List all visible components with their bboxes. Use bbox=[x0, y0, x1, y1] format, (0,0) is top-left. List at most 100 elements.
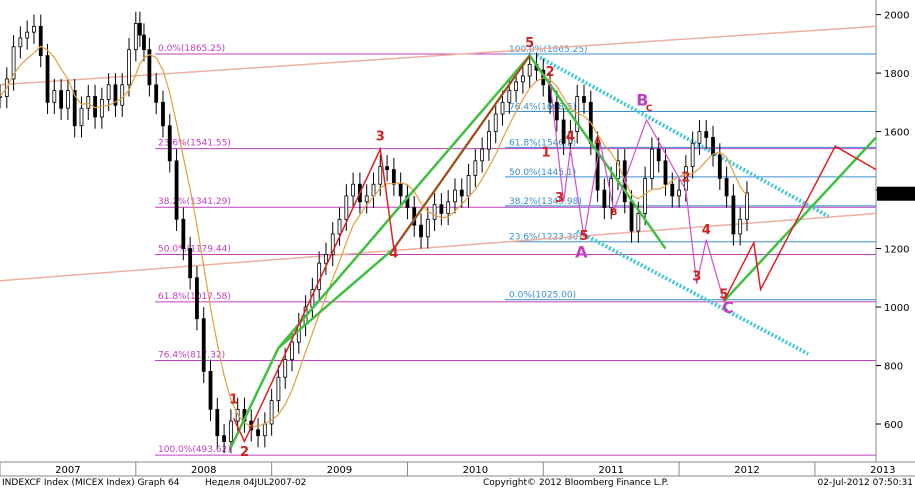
price-candle-body bbox=[385, 166, 389, 170]
price-candle-body bbox=[643, 177, 648, 214]
price-candle-body bbox=[419, 224, 423, 238]
moving-average-line bbox=[0, 45, 748, 427]
price-candle-body bbox=[473, 160, 478, 176]
x-tick-label: 2011 bbox=[598, 465, 623, 476]
price-candle-body bbox=[222, 435, 226, 442]
fib-right-level-label: 50.0%(1445.1) bbox=[509, 168, 576, 178]
wave-line-green bbox=[229, 53, 667, 448]
price-candle-body bbox=[609, 177, 614, 209]
wave-label: 1 bbox=[229, 393, 238, 408]
price-candle-body bbox=[290, 341, 294, 361]
price-candle-body bbox=[11, 46, 16, 80]
price-candle-body bbox=[453, 189, 457, 203]
channel-line-upper bbox=[535, 53, 830, 219]
price-candle-body bbox=[344, 195, 349, 220]
price-candle-body bbox=[364, 195, 369, 203]
price-candle-body bbox=[602, 189, 607, 209]
price-candle-body bbox=[317, 262, 322, 290]
price-candle-body bbox=[133, 22, 138, 51]
price-candle-body bbox=[208, 370, 213, 410]
wave-label: 4 bbox=[702, 223, 711, 238]
price-candle-body bbox=[0, 96, 2, 98]
fib-level-label: 23.6%(1541.55) bbox=[158, 139, 231, 149]
price-candle-body bbox=[276, 376, 281, 401]
price-candle-body bbox=[520, 75, 525, 83]
price-candle-body bbox=[72, 90, 77, 127]
wave-label: B bbox=[610, 208, 617, 218]
price-candle-body bbox=[704, 131, 709, 138]
price-candle-body bbox=[745, 192, 749, 220]
wave-label: 1 bbox=[541, 145, 550, 160]
price-candle-body bbox=[717, 154, 722, 179]
price-candle-body bbox=[527, 63, 532, 77]
price-candle-body bbox=[99, 99, 104, 118]
price-candle-body bbox=[337, 218, 342, 235]
price-candle-body bbox=[371, 183, 376, 197]
y-tick-label: 1200 bbox=[884, 245, 909, 256]
wave-label: A bbox=[575, 242, 588, 261]
x-tick-label: 2010 bbox=[463, 465, 488, 476]
wave-label: 3 bbox=[555, 191, 564, 206]
price-candle-body bbox=[330, 233, 335, 255]
footer-source: INDEXCF Index (MICEX Index) Graph 64 bbox=[2, 478, 180, 488]
price-candle-body bbox=[174, 160, 179, 220]
wave-label: 2 bbox=[546, 65, 555, 80]
price-candle-body bbox=[378, 166, 383, 185]
price-candle-body bbox=[656, 148, 661, 162]
wave-label: 5 bbox=[579, 229, 588, 244]
wave-label: C bbox=[646, 104, 653, 114]
last-price-label: 1387.52 bbox=[879, 190, 915, 201]
price-candle-body bbox=[106, 84, 111, 100]
wave-label: 5 bbox=[525, 36, 534, 51]
price-candle-body bbox=[425, 218, 430, 238]
price-candle-body bbox=[161, 101, 165, 127]
wave-label: 3 bbox=[692, 270, 701, 285]
wave-line-red-forecast bbox=[723, 145, 877, 302]
price-candle-body bbox=[215, 408, 220, 437]
price-candle-body bbox=[507, 90, 512, 103]
wave-line-magenta bbox=[549, 81, 725, 302]
price-candle-body bbox=[636, 213, 641, 232]
trend-line-upper bbox=[0, 25, 877, 86]
price-candle-body bbox=[391, 169, 396, 185]
price-candle-body bbox=[731, 195, 736, 235]
price-candle-body bbox=[25, 31, 30, 39]
price-candle-body bbox=[697, 131, 702, 144]
y-tick-label: 2000 bbox=[884, 11, 909, 22]
wave-label: 5 bbox=[719, 287, 728, 302]
y-tick-label: 1800 bbox=[884, 69, 909, 80]
last-price-box bbox=[877, 186, 915, 201]
wave-label: A bbox=[594, 136, 601, 146]
fib-level-label: 76.4%(817.32) bbox=[158, 350, 225, 360]
price-candle-body bbox=[127, 49, 131, 86]
price-candle-body bbox=[137, 22, 142, 36]
price-candle-body bbox=[269, 400, 274, 425]
wave-label: C bbox=[722, 298, 734, 317]
wave-label: 2 bbox=[240, 445, 249, 460]
price-candle-body bbox=[79, 107, 84, 127]
price-candle-body bbox=[32, 25, 36, 33]
fib-level-label: 50.0%(1179.44) bbox=[158, 245, 231, 255]
price-candle-body bbox=[228, 420, 233, 442]
price-candle-body bbox=[663, 160, 668, 185]
price-candle-body bbox=[650, 148, 654, 179]
price-candle-body bbox=[324, 253, 328, 264]
fib-right-level-label: 61.8%(1546.2) bbox=[509, 138, 576, 148]
price-candle-body bbox=[154, 84, 159, 103]
price-candle-body bbox=[738, 218, 743, 235]
price-candle-body bbox=[167, 125, 172, 162]
price-candle-body bbox=[256, 429, 260, 437]
wave-line-green-forecast bbox=[722, 136, 877, 303]
fib-right-level-label: 76.4%(1668.5) bbox=[509, 103, 576, 113]
wave-label: 4 bbox=[566, 129, 575, 144]
price-candle-body bbox=[724, 177, 729, 197]
x-tick-label: 2012 bbox=[734, 465, 759, 476]
y-tick-label: 1600 bbox=[884, 128, 909, 139]
price-candle-body bbox=[52, 90, 57, 103]
price-candle-body bbox=[66, 90, 70, 109]
price-candle-body bbox=[582, 96, 586, 103]
fib-right-level-label: 100.0%(1865.25) bbox=[509, 45, 588, 55]
wave-line-red bbox=[232, 55, 531, 444]
price-candle-body bbox=[514, 81, 518, 92]
